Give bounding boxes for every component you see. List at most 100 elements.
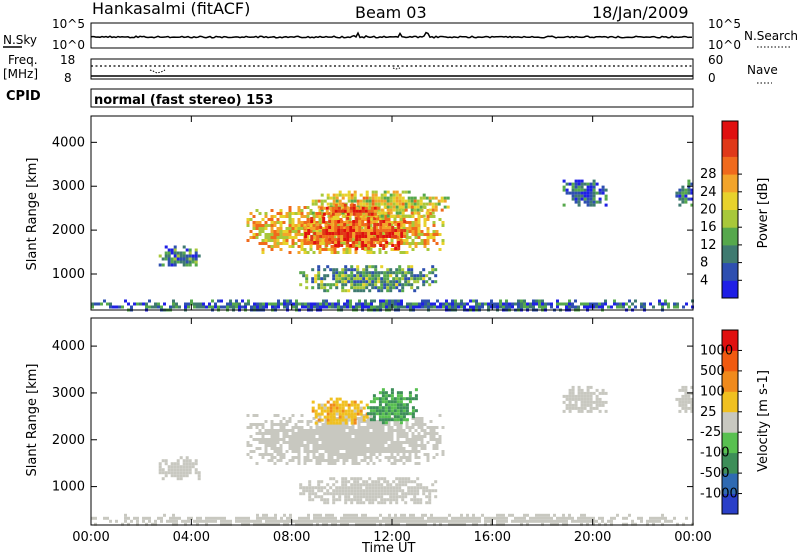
- power-echo-cell: [321, 242, 325, 245]
- velocity-echo-cell: [172, 513, 175, 517]
- power-echo-cell: [276, 221, 280, 224]
- power-echo-cell: [496, 305, 499, 309]
- velocity-echo-cell: [390, 391, 394, 395]
- power-echo-cell: [91, 305, 94, 309]
- velocity-echo-cell: [586, 516, 589, 520]
- power-echo-cell: [526, 302, 529, 306]
- power-echo-cell: [291, 218, 295, 221]
- velocity-echo-cell: [374, 486, 378, 490]
- power-echo-cell: [407, 271, 411, 275]
- velocity-echo-cell: [371, 498, 375, 502]
- power-echo-cell: [374, 265, 378, 269]
- power-echo-cell: [361, 235, 365, 238]
- power-echo-cell: [396, 236, 400, 239]
- velocity-echo-cell: [402, 415, 406, 419]
- power-echo-cell: [238, 305, 241, 309]
- velocity-echo-cell: [190, 516, 193, 520]
- velocity-echo-cell: [335, 489, 339, 493]
- power-echo-cell: [454, 299, 457, 303]
- power-echo-cell: [441, 242, 445, 245]
- power-echo-cell: [320, 208, 324, 212]
- velocity-echo-cell: [389, 486, 393, 490]
- power-echo-cell: [429, 233, 433, 236]
- velocity-echo-cell: [499, 513, 502, 517]
- velocity-echo-cell: [336, 432, 340, 435]
- power-echo-cell: [349, 244, 353, 247]
- power-echo-cell: [451, 305, 454, 309]
- velocity-echo-cell: [356, 501, 360, 505]
- power-echo-cell: [346, 226, 350, 229]
- power-echo-cell: [335, 268, 339, 272]
- velocity-echo-cell: [356, 480, 360, 484]
- power-echo-cell: [170, 248, 174, 252]
- power-echo-cell: [376, 305, 379, 309]
- velocity-echo-cell: [179, 465, 183, 469]
- power-echo-cell: [341, 283, 345, 287]
- nsky-tick-bottom-right: 10^0: [708, 38, 741, 52]
- velocity-echo-cell: [411, 450, 415, 453]
- velocity-echo-cell: [332, 406, 336, 410]
- velocity-echo-cell: [348, 429, 352, 432]
- velocity-colorbar-tick-label: -500: [700, 466, 730, 481]
- velocity-echo-cell: [261, 432, 265, 435]
- velocity-echo-cell: [197, 471, 201, 475]
- power-echo-cell: [580, 302, 583, 306]
- velocity-echo-cell: [395, 483, 399, 487]
- velocity-echo-cell: [148, 516, 151, 520]
- power-echo-cell: [690, 188, 694, 192]
- power-echo-cell: [337, 209, 341, 213]
- velocity-echo-cell: [285, 450, 289, 453]
- velocity-echo-cell: [294, 426, 298, 429]
- velocity-echo-cell: [481, 513, 484, 517]
- velocity-echo-cell: [422, 489, 426, 493]
- power-echo-cell: [410, 208, 414, 212]
- power-echo-cell: [434, 280, 438, 284]
- velocity-echo-cell: [335, 400, 339, 404]
- power-echo-cell: [334, 206, 338, 210]
- power-echo-cell: [172, 302, 175, 306]
- power-echo-cell: [340, 244, 344, 247]
- velocity-echo-cell: [372, 441, 376, 444]
- velocity-echo-cell: [355, 522, 358, 526]
- velocity-echo-cell: [193, 519, 196, 523]
- velocity-echo-cell: [429, 426, 433, 429]
- velocity-echo-cell: [279, 438, 283, 441]
- power-echo-cell: [365, 193, 369, 197]
- velocity-echo-cell: [294, 447, 298, 450]
- power-echo-cell: [94, 302, 97, 306]
- velocity-echo-cell: [344, 495, 348, 499]
- power-echo-cell: [229, 302, 232, 306]
- velocity-echo-cell: [258, 432, 262, 435]
- velocity-echo-cell: [332, 418, 336, 422]
- velocity-echo-cell: [684, 397, 688, 401]
- power-echo-cell: [373, 212, 377, 216]
- power-echo-cell: [610, 305, 613, 309]
- power-echo-cell: [306, 221, 310, 224]
- power-echo-cell: [346, 244, 350, 247]
- velocity-echo-cell: [354, 441, 358, 444]
- velocity-echo-cell: [106, 516, 109, 520]
- velocity-echo-cell: [607, 519, 610, 523]
- power-echo-cell: [303, 206, 307, 209]
- velocity-echo-cell: [373, 522, 376, 526]
- power-echo-cell: [389, 283, 393, 287]
- power-echo-cell: [353, 268, 357, 272]
- velocity-echo-cell: [297, 456, 301, 459]
- velocity-echo-cell: [325, 513, 328, 517]
- power-echo-cell: [121, 305, 124, 309]
- power-echo-cell: [353, 289, 357, 293]
- velocity-echo-cell: [369, 414, 373, 417]
- power-echo-cell: [347, 289, 351, 293]
- velocity-echo-cell: [469, 519, 472, 523]
- velocity-echo-cell: [338, 421, 342, 425]
- velocity-echo-cell: [353, 421, 357, 425]
- velocity-echo-cell: [393, 406, 397, 410]
- power-echo-cell: [277, 302, 280, 306]
- velocity-echo-cell: [270, 426, 274, 429]
- velocity-echo-cell: [410, 486, 414, 490]
- power-echo-cell: [407, 202, 411, 206]
- velocity-echo-cell: [197, 477, 201, 481]
- velocity-echo-cell: [583, 397, 587, 401]
- power-echo-cell: [312, 227, 316, 230]
